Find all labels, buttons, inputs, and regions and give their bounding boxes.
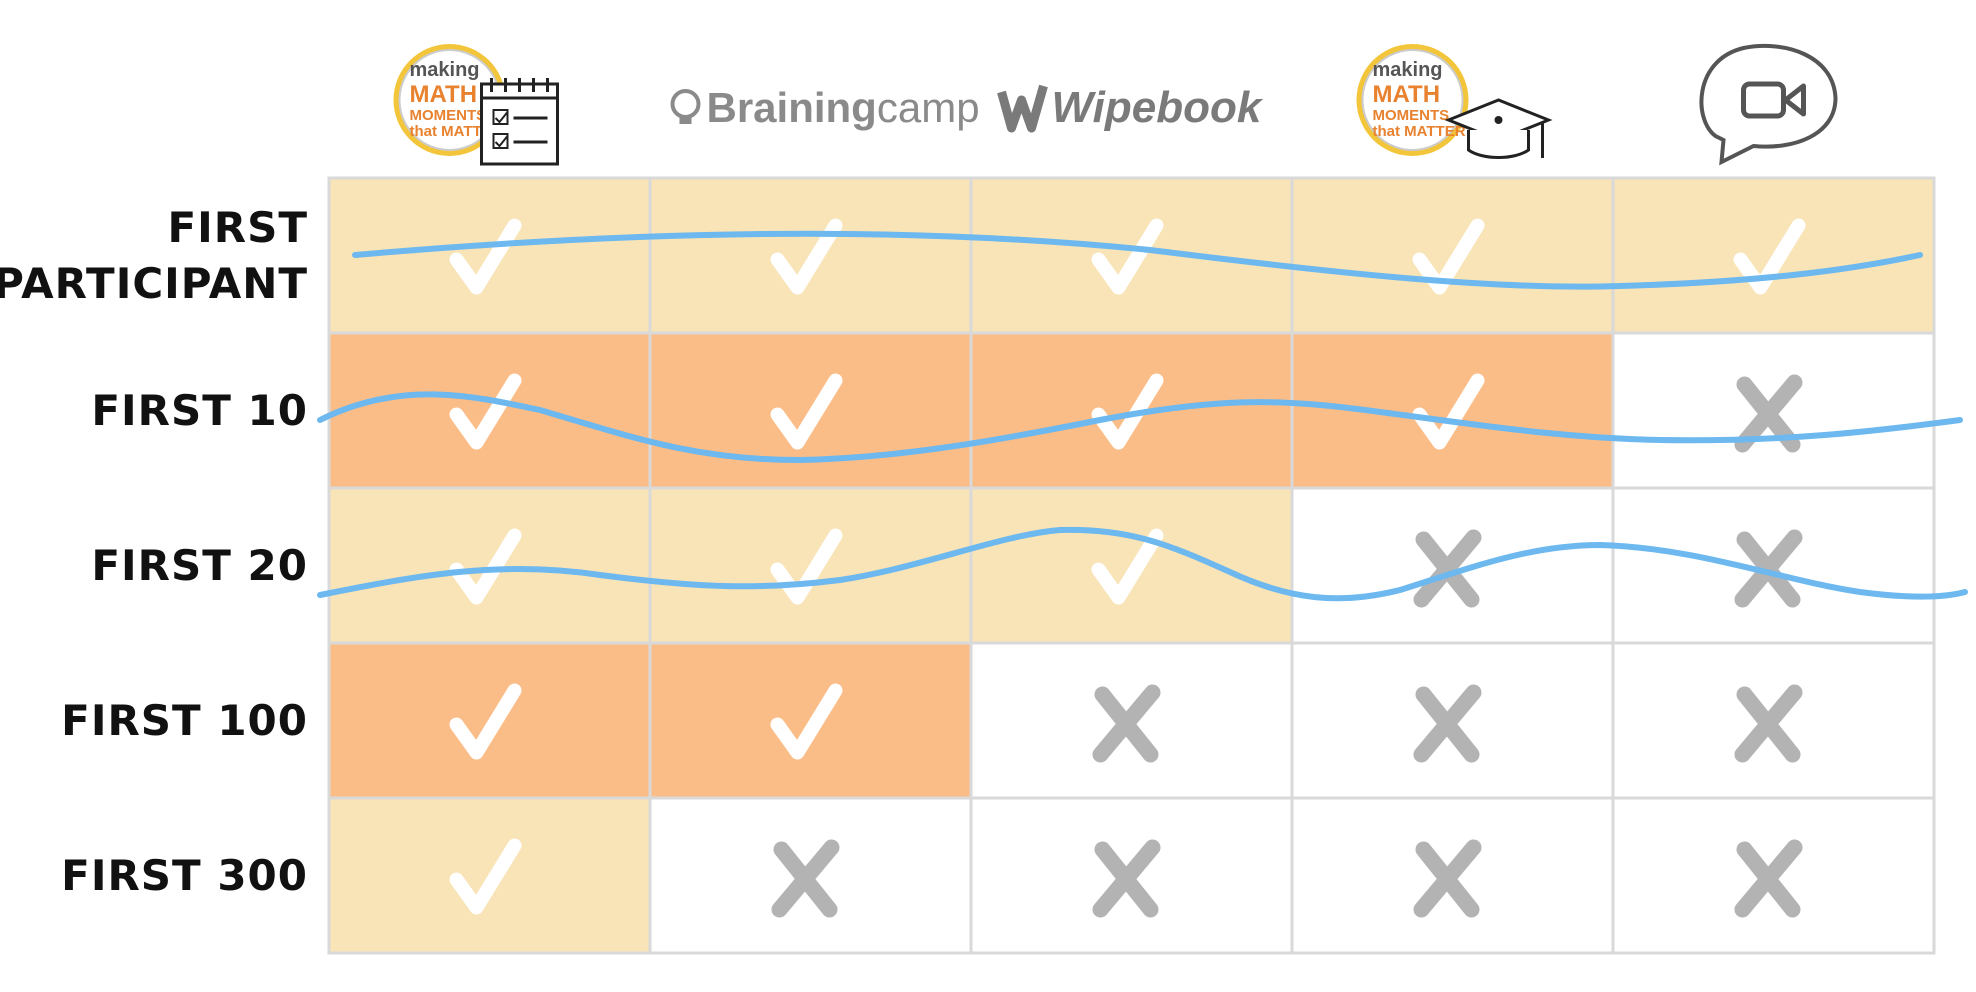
check-icon xyxy=(770,683,843,760)
highlight-wave-line xyxy=(317,526,1968,602)
column-header-video-chat xyxy=(1699,43,1838,166)
badge-text: that MATTER xyxy=(410,123,503,140)
row-label-line: FIRST 300 xyxy=(61,850,308,900)
check-icon xyxy=(1091,373,1164,450)
cross-icon xyxy=(1734,839,1803,918)
row-label-line: FIRST 20 xyxy=(91,540,308,590)
badge-text: making xyxy=(1373,59,1443,81)
wipebook-wordmark: Wipebook xyxy=(1052,83,1264,132)
column-header-brainingcamp: Brainingcamp xyxy=(670,84,980,131)
badge-text: MATH xyxy=(1373,81,1441,108)
brainingcamp-wordmark: Brainingcamp xyxy=(707,84,980,131)
check-icon xyxy=(770,528,843,605)
badge-text: MOMENTS xyxy=(1373,107,1450,124)
row-label: FIRST 20 xyxy=(91,538,308,594)
row-label-line: FIRST 10 xyxy=(91,385,308,435)
badge-text: MATH xyxy=(410,81,478,108)
cross-icon xyxy=(1734,374,1803,453)
cross-icon xyxy=(1413,839,1482,918)
column-header-wipebook: Wipebook xyxy=(997,83,1264,133)
check-icon xyxy=(449,838,522,915)
highlight-wave-line xyxy=(317,391,1963,464)
row-label-line: PARTICIPANT xyxy=(0,258,308,308)
cross-icon xyxy=(1092,839,1161,918)
check-icon xyxy=(770,218,843,295)
check-icon xyxy=(449,683,522,760)
cross-icon xyxy=(1092,684,1161,763)
badge-text: that MATTER xyxy=(1373,123,1466,140)
video-speech-bubble-icon xyxy=(1699,43,1838,166)
row-label: FIRST PARTICIPANT xyxy=(0,200,308,312)
row-label: FIRST 100 xyxy=(61,693,308,749)
row-label: FIRST 10 xyxy=(91,383,308,439)
wipebook-w-icon xyxy=(997,84,1048,133)
cross-icon xyxy=(1413,684,1482,763)
cross-icon xyxy=(771,839,840,918)
check-icon xyxy=(1091,528,1164,605)
highlight-wave-line xyxy=(352,230,1923,290)
cross-icon xyxy=(1413,529,1482,608)
check-icon xyxy=(449,528,522,605)
row-label-line: FIRST xyxy=(167,202,308,252)
check-icon xyxy=(770,373,843,450)
graduation-cap-icon xyxy=(1444,98,1553,159)
check-icon xyxy=(1412,373,1485,450)
check-icon xyxy=(1733,218,1806,295)
badge-text: MOMENTS xyxy=(410,107,487,124)
badge-text: making xyxy=(410,59,480,81)
wordmark-bold: Braining xyxy=(707,84,877,131)
wordmark-light: camp xyxy=(877,84,980,131)
check-icon xyxy=(1091,218,1164,295)
check-icon xyxy=(1412,218,1485,295)
row-label-line: FIRST 100 xyxy=(61,695,308,745)
brain-bulb-icon xyxy=(670,89,701,124)
checklist-icon xyxy=(480,78,559,166)
cross-icon xyxy=(1734,684,1803,763)
grid-cell xyxy=(648,641,973,800)
row-label: FIRST 300 xyxy=(61,848,308,904)
